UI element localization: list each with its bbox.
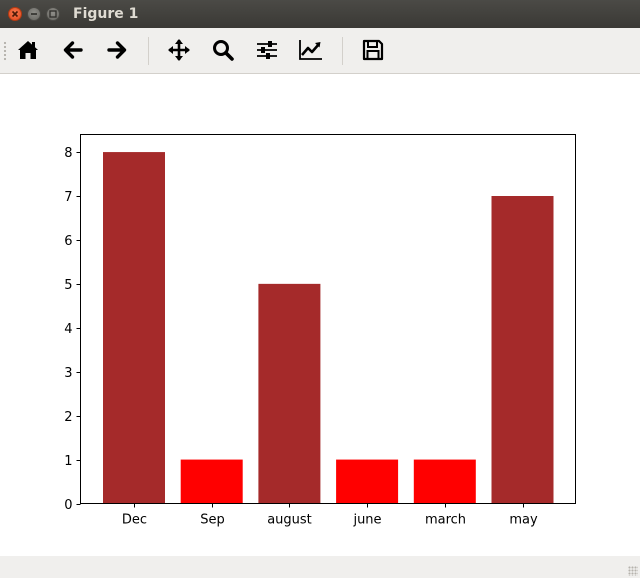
save-button[interactable] bbox=[360, 37, 386, 63]
home-button[interactable] bbox=[15, 37, 41, 63]
y-tick-label: 7 bbox=[64, 190, 72, 205]
move-icon bbox=[168, 39, 190, 61]
floppy-disk-icon bbox=[362, 39, 384, 61]
close-icon bbox=[11, 10, 19, 18]
edit-axis-button[interactable] bbox=[298, 37, 324, 63]
figure-canvas[interactable]: 0 1 2 3 4 5 6 7 8 Dec Sep august june march may bbox=[0, 74, 640, 556]
line-chart-icon bbox=[299, 40, 322, 60]
plot-frame bbox=[80, 134, 576, 504]
sliders-icon bbox=[257, 41, 277, 59]
y-tick-label: 2 bbox=[64, 410, 72, 425]
arrow-left-icon bbox=[63, 41, 83, 59]
bar-chart: 0 1 2 3 4 5 6 7 8 Dec Sep august june march may bbox=[64, 134, 576, 528]
x-tick-label: Sep bbox=[200, 513, 225, 528]
bar bbox=[258, 283, 321, 504]
window-minimize-button[interactable] bbox=[27, 7, 41, 21]
maximize-icon bbox=[49, 10, 57, 18]
x-tick-label: august bbox=[267, 513, 312, 528]
pan-button[interactable] bbox=[166, 37, 192, 63]
status-bar bbox=[0, 556, 640, 578]
bar bbox=[180, 459, 243, 504]
bar bbox=[336, 459, 399, 504]
y-tick-label: 8 bbox=[64, 146, 72, 161]
y-tick-label: 4 bbox=[64, 322, 72, 337]
bar bbox=[413, 459, 476, 504]
resize-grip[interactable] bbox=[628, 566, 638, 576]
x-tick-label: may bbox=[509, 513, 538, 528]
y-tick-label: 5 bbox=[64, 278, 72, 293]
forward-button[interactable] bbox=[104, 37, 130, 63]
toolbar-separator bbox=[148, 37, 149, 65]
bar bbox=[491, 196, 554, 504]
window-title: Figure 1 bbox=[73, 6, 139, 22]
magnifier-icon bbox=[213, 40, 234, 61]
bar bbox=[103, 152, 165, 504]
home-icon bbox=[18, 41, 38, 59]
toolbar-separator bbox=[342, 37, 343, 65]
x-tick-label: march bbox=[425, 513, 466, 528]
toolbar-grip[interactable] bbox=[3, 41, 7, 61]
y-tick-label: 0 bbox=[64, 498, 72, 513]
y-tick-label: 1 bbox=[64, 454, 72, 469]
x-tick-label: Dec bbox=[122, 513, 147, 528]
window-close-button[interactable] bbox=[8, 7, 22, 21]
arrow-right-icon bbox=[107, 41, 127, 59]
x-tick-label: june bbox=[352, 513, 381, 528]
window-maximize-button[interactable] bbox=[46, 7, 60, 21]
y-tick-label: 6 bbox=[64, 234, 72, 249]
y-tick-label: 3 bbox=[64, 366, 72, 381]
configure-subplots-button[interactable] bbox=[254, 37, 280, 63]
minimize-icon bbox=[31, 13, 37, 15]
navigation-toolbar bbox=[0, 28, 640, 74]
zoom-button[interactable] bbox=[210, 37, 236, 63]
back-button[interactable] bbox=[60, 37, 86, 63]
window-titlebar: Figure 1 bbox=[0, 0, 640, 28]
